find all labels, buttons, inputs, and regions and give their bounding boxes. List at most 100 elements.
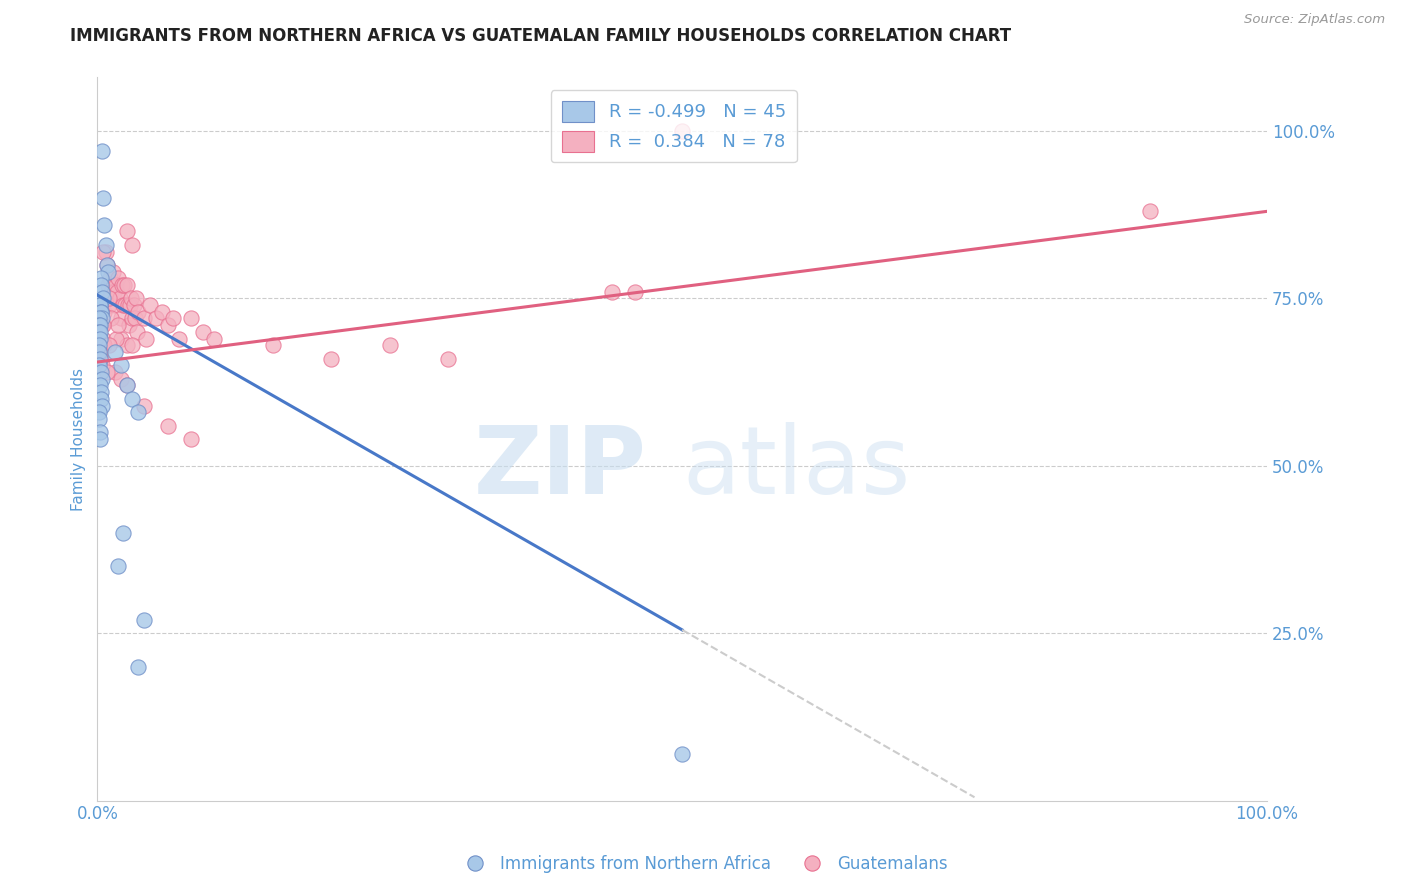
Point xyxy=(107,318,129,333)
Point xyxy=(262,338,284,352)
Point xyxy=(378,338,401,352)
Legend: Immigrants from Northern Africa, Guatemalans: Immigrants from Northern Africa, Guatema… xyxy=(451,848,955,880)
Point xyxy=(89,351,111,366)
Point xyxy=(117,298,139,312)
Point xyxy=(98,292,121,306)
Point xyxy=(134,399,156,413)
Point xyxy=(91,191,114,205)
Point xyxy=(93,305,115,319)
Point xyxy=(89,432,111,446)
Point xyxy=(127,405,149,419)
Point xyxy=(91,318,114,333)
Point xyxy=(121,237,143,252)
Point xyxy=(127,659,149,673)
Point xyxy=(104,298,127,312)
Point xyxy=(180,311,202,326)
Point xyxy=(671,124,693,138)
Point xyxy=(87,405,110,419)
Point xyxy=(97,265,120,279)
Point xyxy=(104,345,127,359)
Point xyxy=(87,345,110,359)
Point xyxy=(90,385,112,400)
Y-axis label: Family Households: Family Households xyxy=(72,368,86,510)
Point xyxy=(120,292,142,306)
Point xyxy=(104,365,127,379)
Point xyxy=(115,338,138,352)
Point xyxy=(100,311,122,326)
Point xyxy=(89,378,111,392)
Point xyxy=(101,265,124,279)
Point xyxy=(91,144,114,158)
Point xyxy=(115,378,138,392)
Point xyxy=(124,311,146,326)
Point xyxy=(108,292,131,306)
Point xyxy=(127,325,149,339)
Point xyxy=(114,298,136,312)
Point xyxy=(111,278,134,293)
Point xyxy=(180,432,202,446)
Point xyxy=(121,311,143,326)
Point xyxy=(89,298,111,312)
Point xyxy=(115,378,138,392)
Point xyxy=(89,305,111,319)
Point xyxy=(89,298,111,312)
Point xyxy=(90,305,112,319)
Text: Source: ZipAtlas.com: Source: ZipAtlas.com xyxy=(1244,13,1385,27)
Point xyxy=(107,271,129,285)
Point xyxy=(125,292,148,306)
Point xyxy=(93,338,115,352)
Point xyxy=(121,392,143,406)
Point xyxy=(89,318,111,333)
Point xyxy=(671,747,693,761)
Point xyxy=(96,258,118,272)
Point xyxy=(91,332,114,346)
Point xyxy=(105,332,128,346)
Point xyxy=(91,372,114,386)
Point xyxy=(145,311,167,326)
Point xyxy=(90,278,112,293)
Point xyxy=(90,305,112,319)
Point xyxy=(87,311,110,326)
Point xyxy=(90,365,112,379)
Point xyxy=(91,311,114,326)
Point xyxy=(87,412,110,426)
Point xyxy=(122,298,145,312)
Point xyxy=(1139,204,1161,219)
Point xyxy=(87,325,110,339)
Point xyxy=(105,278,128,293)
Point xyxy=(110,372,132,386)
Point xyxy=(105,285,128,299)
Point xyxy=(93,218,115,232)
Text: IMMIGRANTS FROM NORTHERN AFRICA VS GUATEMALAN FAMILY HOUSEHOLDS CORRELATION CHAR: IMMIGRANTS FROM NORTHERN AFRICA VS GUATE… xyxy=(70,27,1011,45)
Point xyxy=(135,332,157,346)
Point xyxy=(94,237,117,252)
Point xyxy=(89,345,111,359)
Point xyxy=(110,311,132,326)
Point xyxy=(98,271,121,285)
Point xyxy=(134,613,156,627)
Point xyxy=(156,318,179,333)
Point xyxy=(97,278,120,293)
Point xyxy=(103,285,125,299)
Point xyxy=(89,425,111,440)
Point xyxy=(127,305,149,319)
Point xyxy=(96,258,118,272)
Point xyxy=(107,559,129,574)
Point xyxy=(91,338,114,352)
Point xyxy=(134,311,156,326)
Point xyxy=(98,298,121,312)
Point xyxy=(100,285,122,299)
Point xyxy=(91,318,114,333)
Point xyxy=(121,338,143,352)
Point xyxy=(89,332,111,346)
Point xyxy=(94,244,117,259)
Point xyxy=(156,418,179,433)
Point xyxy=(90,318,112,333)
Point xyxy=(139,298,162,312)
Point xyxy=(624,285,647,299)
Point xyxy=(321,351,343,366)
Point xyxy=(112,525,135,540)
Point xyxy=(89,325,111,339)
Point xyxy=(600,285,623,299)
Point xyxy=(191,325,214,339)
